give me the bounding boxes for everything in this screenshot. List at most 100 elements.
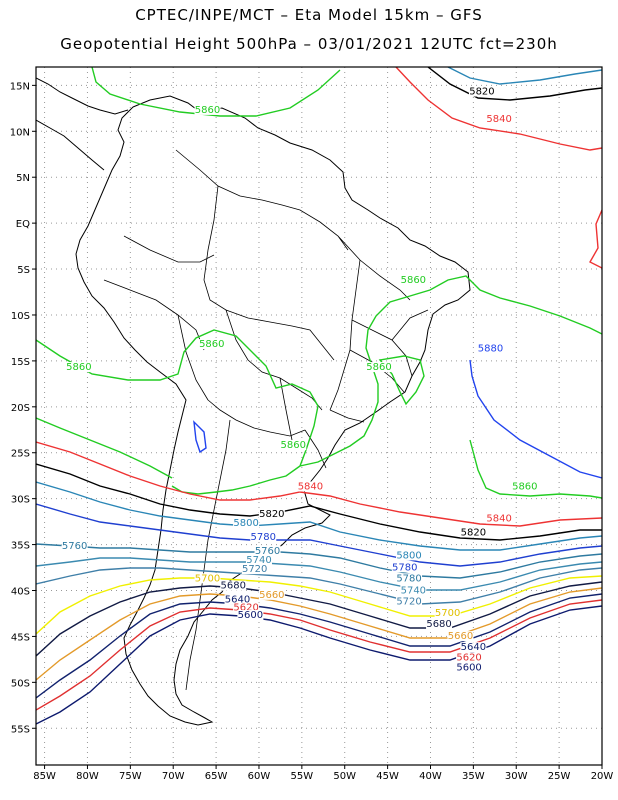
lon-tick-label: 80W bbox=[76, 771, 99, 782]
contour-label: 5840 bbox=[298, 481, 323, 492]
contour-label-background bbox=[456, 652, 483, 663]
contour-label-background bbox=[224, 594, 251, 605]
contour-label: 5840 bbox=[486, 114, 511, 125]
contour-label: 5640 bbox=[461, 642, 486, 653]
contour-label: 5720 bbox=[396, 596, 421, 607]
contour-label: 5620 bbox=[233, 603, 258, 614]
contour-label-background bbox=[486, 114, 513, 125]
contour-label-background bbox=[434, 608, 461, 619]
contour-5760 bbox=[36, 543, 602, 579]
lat-tick-label: 40S bbox=[11, 587, 30, 598]
contour-label-background bbox=[258, 589, 285, 600]
contour-label: 5800 bbox=[233, 518, 258, 529]
contour-5640 bbox=[36, 593, 602, 699]
contour-label-background bbox=[61, 541, 88, 552]
contour-label: 5880 bbox=[478, 344, 503, 355]
contour-label: 5620 bbox=[456, 652, 481, 663]
lat-tick-label: 20S bbox=[11, 403, 30, 414]
contour-label: 5600 bbox=[238, 610, 263, 621]
contour-label-background bbox=[241, 564, 268, 575]
lat-tick-label: 25S bbox=[11, 449, 30, 460]
contour-label-background bbox=[250, 531, 277, 542]
contour-label: 5700 bbox=[435, 608, 460, 619]
contour-label-background bbox=[233, 518, 260, 529]
lon-tick-label: 40W bbox=[419, 771, 442, 782]
contour-5700 bbox=[36, 575, 602, 635]
contour-label: 5660 bbox=[448, 631, 473, 642]
lat-tick-label: 5N bbox=[16, 173, 30, 184]
contour-label-background bbox=[198, 339, 225, 350]
contour-label: 5660 bbox=[259, 590, 284, 601]
contour-label: 5740 bbox=[401, 585, 426, 596]
contour-label-background bbox=[447, 631, 474, 642]
contour-label: 5840 bbox=[486, 514, 511, 525]
lon-tick-label: 55W bbox=[291, 771, 314, 782]
contour-label-background bbox=[194, 573, 221, 584]
contour-label-background bbox=[486, 513, 513, 524]
contour-lines bbox=[36, 67, 602, 725]
contour-label-background bbox=[245, 554, 272, 565]
contour-label-background bbox=[220, 580, 247, 591]
contour-5840 bbox=[36, 441, 602, 527]
lat-tick-label: 45S bbox=[11, 632, 30, 643]
lon-tick-label: 35W bbox=[462, 771, 485, 782]
contour-label-background bbox=[396, 573, 423, 584]
contour-label: 5640 bbox=[225, 594, 250, 605]
contour-label-background bbox=[468, 86, 495, 97]
contour-label: 5860 bbox=[195, 105, 220, 116]
contour-label: 5700 bbox=[195, 573, 220, 584]
south-america-coastline bbox=[75, 95, 471, 726]
contour-label-background bbox=[258, 509, 285, 520]
contour-label: 5760 bbox=[62, 541, 87, 552]
lat-tick-label: 50S bbox=[11, 678, 30, 689]
contour-label: 5760 bbox=[255, 546, 280, 557]
contour-5860-east bbox=[469, 439, 602, 499]
lon-tick-label: 85W bbox=[33, 771, 56, 782]
contour-label: 5780 bbox=[396, 573, 421, 584]
lat-tick-label: 55S bbox=[11, 724, 30, 735]
lat-tick-label: 15N bbox=[10, 81, 30, 92]
contour-5880-loop bbox=[193, 420, 207, 454]
lon-tick-label: 75W bbox=[119, 771, 142, 782]
lon-tick-label: 65W bbox=[205, 771, 228, 782]
lat-tick-label: EQ bbox=[16, 219, 30, 230]
contour-label-background bbox=[254, 545, 281, 556]
contour-label-background bbox=[233, 602, 260, 613]
lat-tick-label: 15S bbox=[11, 357, 30, 368]
lat-tick-label: 10S bbox=[11, 311, 30, 322]
contour-5680 bbox=[36, 581, 602, 657]
contour-label: 5860 bbox=[401, 275, 426, 286]
lon-tick-label: 30W bbox=[505, 771, 528, 782]
contour-label: 5680 bbox=[221, 581, 246, 592]
contour-label: 5740 bbox=[246, 555, 271, 566]
contour-5860-south bbox=[36, 417, 173, 479]
contour-5860-tropical bbox=[36, 329, 319, 495]
contour-label-background bbox=[366, 362, 393, 373]
contour-5880-east bbox=[469, 359, 602, 479]
contour-label-background bbox=[391, 562, 418, 573]
country-borders bbox=[103, 149, 429, 691]
contour-5660 bbox=[36, 587, 602, 681]
contour-label-background bbox=[194, 104, 221, 115]
contour-label: 5860 bbox=[66, 362, 91, 373]
contour-label-background bbox=[456, 662, 483, 673]
lat-tick-label: 35S bbox=[11, 541, 30, 552]
contour-label: 5780 bbox=[251, 532, 276, 543]
lon-tick-label: 45W bbox=[376, 771, 399, 782]
contour-label: 5860 bbox=[512, 481, 537, 492]
contour-label: 5820 bbox=[259, 509, 284, 520]
contour-5800-north bbox=[447, 67, 602, 85]
contour-label-background bbox=[297, 481, 324, 492]
contour-label-background bbox=[477, 343, 504, 354]
contour-label: 5860 bbox=[281, 440, 306, 451]
map-title-line-2: Geopotential Height 500hPa – 03/01/2021 … bbox=[60, 35, 558, 53]
contour-5820 bbox=[36, 463, 602, 541]
map-title-line-1: CPTEC/INPE/MCT – Eta Model 15km – GFS bbox=[135, 6, 483, 24]
contour-label: 5820 bbox=[461, 527, 486, 538]
contour-label: 5600 bbox=[456, 662, 481, 673]
contour-label-background bbox=[426, 619, 453, 630]
contour-label-background bbox=[400, 585, 427, 596]
lon-tick-label: 20W bbox=[591, 771, 614, 782]
